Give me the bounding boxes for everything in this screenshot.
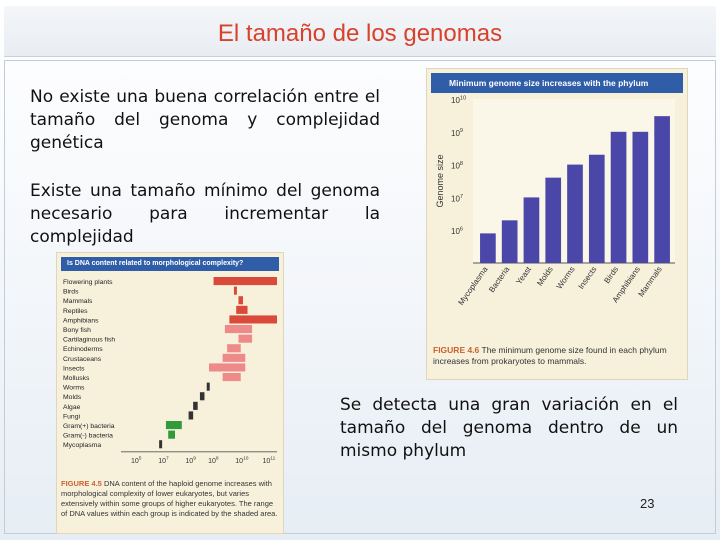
figure-left-caption-lead: FIGURE 4.5 <box>61 479 102 488</box>
category-label: Mycoplasma <box>63 442 101 449</box>
y-axis-label: Genome size <box>435 154 445 207</box>
figure-right-caption-text: The minimum genome size found in each ph… <box>433 345 667 366</box>
category-label: Flowering plants <box>63 279 113 286</box>
range-bar <box>188 411 194 420</box>
figure-right-caption: FIGURE 4.6 The minimum genome size found… <box>433 345 683 367</box>
x-tick-label: Molds <box>535 265 555 288</box>
bar <box>567 164 583 263</box>
range-bar <box>238 296 243 305</box>
category-label: Reptiles <box>63 308 88 315</box>
range-bar <box>238 334 253 343</box>
title-bar <box>4 6 716 57</box>
x-tick-label: 1011 <box>262 456 275 465</box>
category-label: Worms <box>63 385 85 392</box>
figure-minimum-genome-size: Minimum genome size increases with the p… <box>426 68 688 380</box>
x-tick-label: 108 <box>208 456 219 465</box>
y-tick-label: 109 <box>451 128 463 138</box>
category-label: Molds <box>63 394 82 401</box>
x-tick-label: Mycoplasma <box>456 265 489 307</box>
figure-left-caption: FIGURE 4.5 DNA content of the haploid ge… <box>61 479 281 519</box>
range-bar <box>193 401 198 410</box>
range-chart-dna-content: Flowering plants Birds Mammals Reptiles Amph… <box>63 277 277 465</box>
x-tick-label: 1010 <box>235 456 249 465</box>
category-label: Insects <box>63 365 85 372</box>
page-number: 23 <box>640 496 655 511</box>
y-tick-label: 106 <box>451 227 463 237</box>
category-label: Mammals <box>63 298 93 305</box>
figure-left-header: Is DNA content related to morphological … <box>61 257 279 271</box>
range-bar <box>168 430 175 439</box>
paragraph-phylum-variation: Se detecta una gran variación en el tama… <box>340 395 678 461</box>
range-bar <box>222 373 241 382</box>
bar <box>480 233 496 263</box>
paragraph-minimum-size: Existe una tamaño mínimo del genoma nece… <box>30 181 380 247</box>
x-tick-label: 109 <box>185 456 196 465</box>
slide-title: El tamaño de los genomas <box>217 20 503 47</box>
paragraph-genome-correlation: No existe una buena correlación entre el… <box>30 87 380 153</box>
x-tick-label: Birds <box>602 265 620 285</box>
range-bar <box>236 305 248 314</box>
figure-dna-content-complexity: Is DNA content related to morphological … <box>56 252 284 534</box>
y-tick-label: 107 <box>451 194 463 204</box>
bar <box>632 131 649 263</box>
range-bar <box>229 315 277 324</box>
range-bar <box>233 286 237 295</box>
range-bar <box>227 344 241 353</box>
category-label: Fungi <box>63 413 80 420</box>
bar <box>501 220 518 263</box>
range-bar <box>224 325 253 334</box>
x-tick-label: Yeast <box>514 264 533 286</box>
x-tick-label: 107 <box>158 456 169 465</box>
bar <box>654 116 670 263</box>
range-bar <box>165 421 182 430</box>
x-tick-label: Worms <box>555 265 577 291</box>
x-tick-label: Bacteria <box>487 265 512 295</box>
category-label: Gram(+) bacteria <box>63 423 115 430</box>
content-frame <box>4 60 716 534</box>
figure-right-header: Minimum genome size increases with the p… <box>431 73 683 93</box>
category-label: Cartilaginous fish <box>63 337 115 344</box>
range-bar <box>159 440 163 449</box>
x-tick-label: 105 <box>131 456 142 465</box>
bar <box>588 154 605 263</box>
bar <box>610 131 627 263</box>
category-label: Echinoderms <box>63 346 103 353</box>
figure-right-caption-lead: FIGURE 4.6 <box>433 345 480 355</box>
category-label: Amphibians <box>63 317 99 324</box>
x-tick-label: Insects <box>577 265 599 291</box>
range-bar <box>209 363 246 372</box>
y-tick-label: 1010 <box>451 95 466 105</box>
category-label: Birds <box>63 289 79 296</box>
category-label: Gram(-) bacteria <box>63 433 113 440</box>
category-label: Crustaceans <box>63 356 102 363</box>
range-bar <box>213 277 277 286</box>
category-label: Algae <box>63 404 81 411</box>
bar <box>545 177 562 263</box>
figure-left-caption-text: DNA content of the haploid genome increa… <box>61 479 278 518</box>
range-bar <box>206 382 210 391</box>
y-tick-label: 108 <box>451 161 463 171</box>
category-label: Bony fish <box>63 327 91 334</box>
range-bar <box>222 353 246 362</box>
bar <box>523 197 540 263</box>
bar-chart-genome-size: 106 107 108 109 1010 Genome size MycoplasmaBac… <box>435 95 675 307</box>
category-label: Mollusks <box>63 375 90 382</box>
range-bar <box>199 392 205 401</box>
